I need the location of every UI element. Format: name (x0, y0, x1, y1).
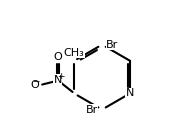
Text: Br: Br (86, 105, 98, 115)
Text: Br: Br (106, 40, 118, 50)
Text: O: O (31, 80, 39, 90)
Text: O: O (53, 52, 62, 62)
Text: N: N (54, 75, 62, 85)
Text: +: + (57, 72, 64, 81)
Text: CH₃: CH₃ (64, 48, 84, 58)
Text: N: N (126, 88, 134, 98)
Text: −: − (32, 77, 39, 86)
